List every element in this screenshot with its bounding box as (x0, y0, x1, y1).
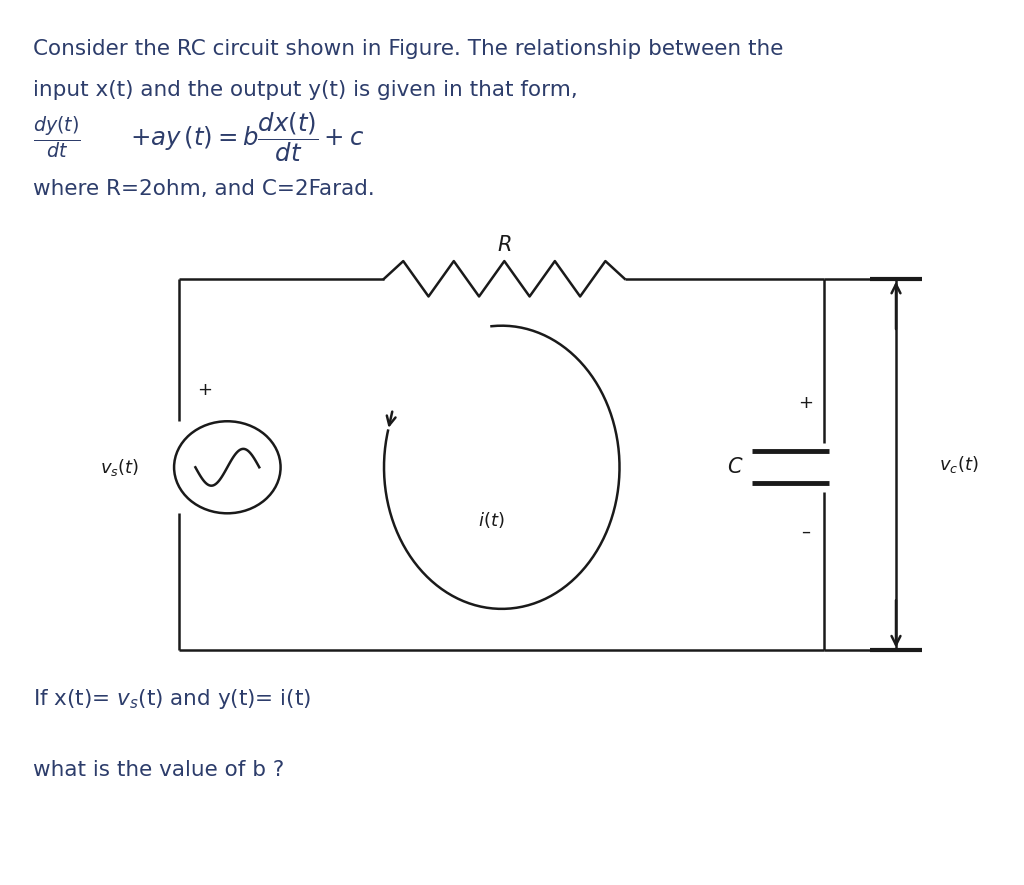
Text: $\frac{dy(t)}{dt}$: $\frac{dy(t)}{dt}$ (33, 114, 80, 160)
Text: +: + (799, 394, 813, 412)
Text: where R=2ohm, and C=2Farad.: where R=2ohm, and C=2Farad. (33, 179, 375, 198)
Text: +: + (198, 381, 212, 399)
Text: $\mathit{v}_c(t)$: $\mathit{v}_c(t)$ (939, 454, 979, 475)
Text: $\mathit{v}_s(t)$: $\mathit{v}_s(t)$ (100, 457, 139, 478)
Text: $+ ay\,(t) = b\dfrac{dx(t)}{dt} + c$: $+ ay\,(t) = b\dfrac{dx(t)}{dt} + c$ (130, 111, 365, 164)
Text: $i(t)$: $i(t)$ (478, 511, 505, 530)
Text: input x(t) and the output y(t) is given in that form,: input x(t) and the output y(t) is given … (33, 81, 578, 100)
Text: C: C (727, 458, 741, 477)
Text: –: – (802, 523, 810, 541)
Text: what is the value of b ?: what is the value of b ? (33, 760, 284, 780)
Text: R: R (497, 235, 512, 255)
Text: Consider the RC circuit shown in Figure. The relationship between the: Consider the RC circuit shown in Figure.… (33, 39, 783, 58)
Text: If x(t)= $\mathit{v}_s$(t) and y(t)= i(t): If x(t)= $\mathit{v}_s$(t) and y(t)= i(t… (33, 687, 311, 712)
